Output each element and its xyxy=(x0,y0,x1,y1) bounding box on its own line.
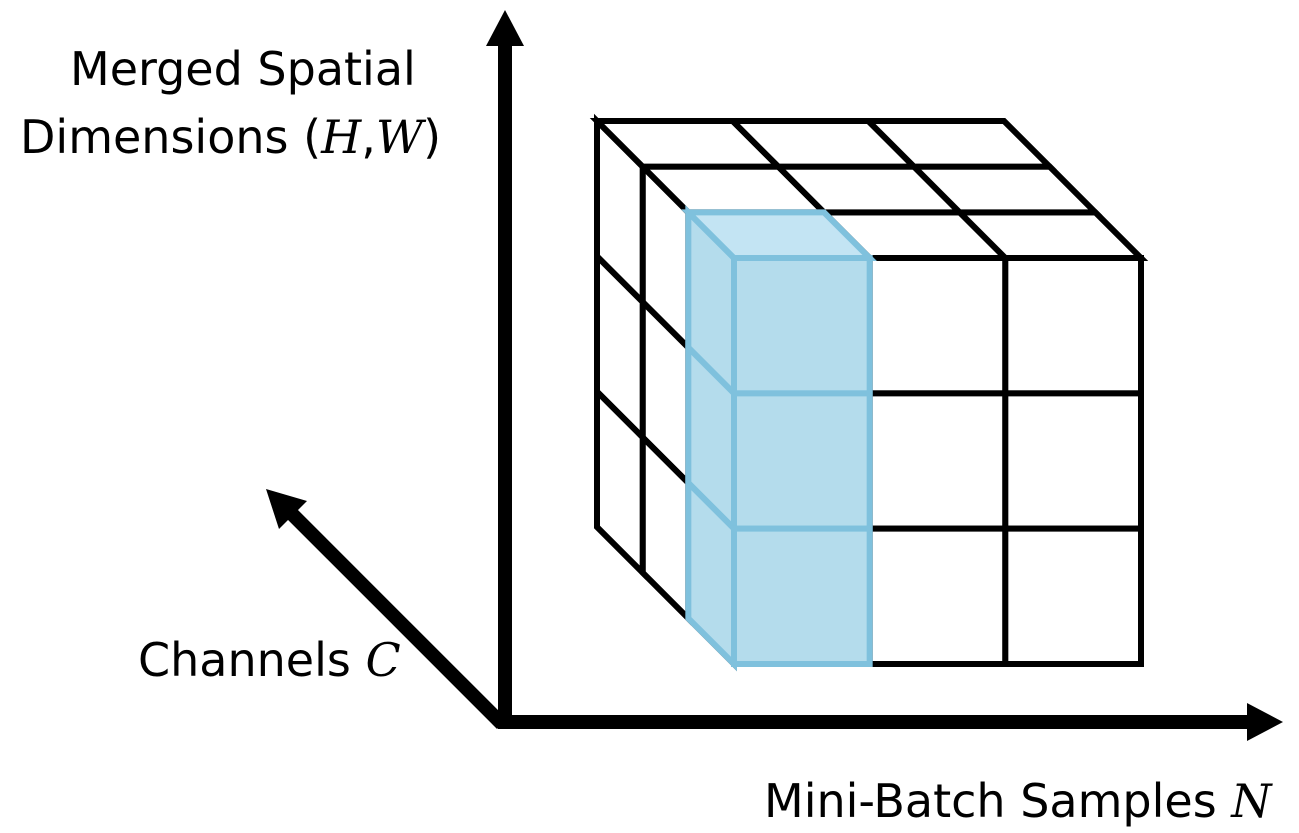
highlight-top-cell xyxy=(681,209,877,261)
x-axis-label-text: Mini-Batch Samples xyxy=(764,774,1231,828)
front-face-cell xyxy=(1002,390,1144,532)
y-axis-comma: , xyxy=(361,110,376,164)
y-axis-var-h: H xyxy=(320,110,362,164)
z-axis-label-text: Channels xyxy=(138,633,365,687)
y-axis-label-prefix: Dimensions xyxy=(20,110,303,164)
highlight-front-cell xyxy=(731,525,873,667)
front-face-cell xyxy=(866,525,1009,667)
y-axis-label-line1: Merged Spatial xyxy=(70,42,416,96)
left-face-cell xyxy=(594,384,646,580)
axes xyxy=(266,10,1283,741)
x-axis-var-n: N xyxy=(1230,774,1273,828)
y-axis-close-paren: ) xyxy=(423,110,441,164)
front-face-cell xyxy=(1002,525,1144,667)
z-axis-var-c: C xyxy=(365,633,400,687)
y-axis-arrowhead xyxy=(486,10,524,46)
z-axis-line xyxy=(287,509,507,729)
y-axis-var-w: W xyxy=(376,110,427,164)
highlighted-sample-column xyxy=(681,205,877,672)
x-axis-label: Mini-Batch Samples N xyxy=(764,774,1273,828)
front-face-cell xyxy=(1002,255,1144,397)
x-axis-arrowhead xyxy=(1247,703,1283,741)
front-face-cell xyxy=(866,255,1009,397)
y-axis-label-line2: Dimensions (H,W) xyxy=(20,110,441,164)
y-axis-open-paren: ( xyxy=(303,110,321,164)
highlight-front-cell xyxy=(731,390,873,532)
top-face-cell xyxy=(861,118,1057,170)
front-face-cell xyxy=(866,390,1009,532)
highlight-front-cell xyxy=(731,255,873,397)
z-axis-label: Channels C xyxy=(138,633,401,687)
z-axis-arrowhead xyxy=(266,489,307,529)
